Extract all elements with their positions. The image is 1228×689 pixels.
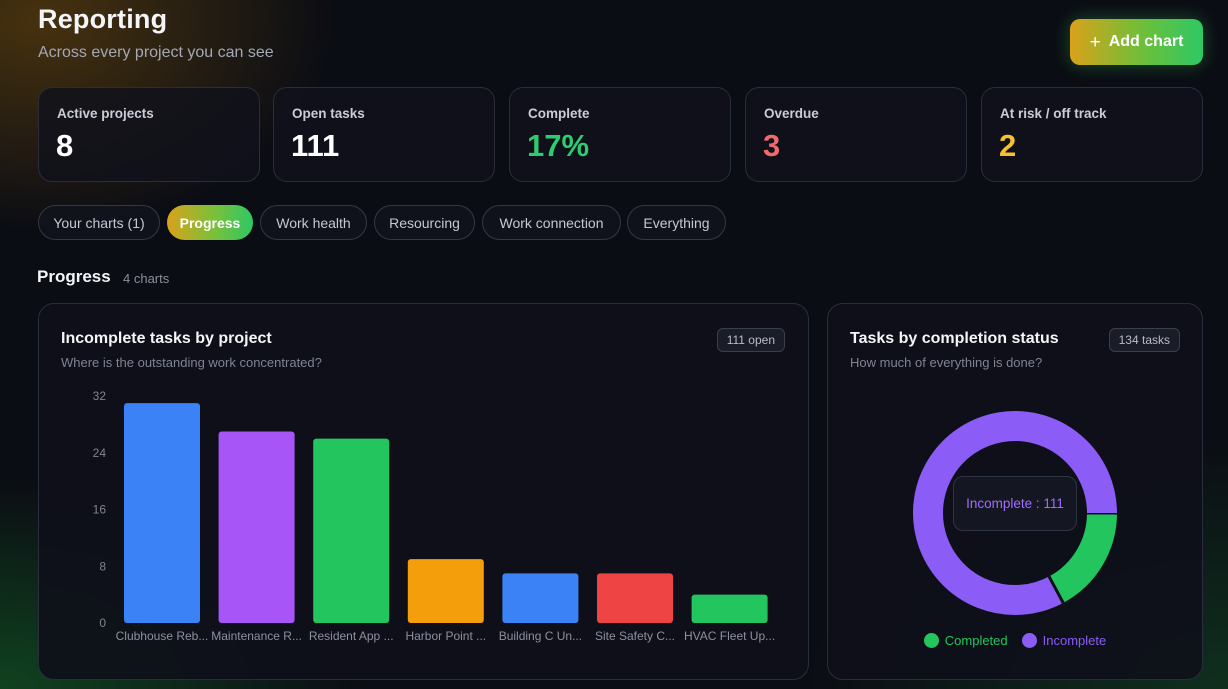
bar[interactable] xyxy=(218,431,295,623)
x-tick-label: Site Safety C... xyxy=(595,629,675,643)
tab-work-health[interactable]: Work health xyxy=(260,205,367,240)
stat-card-complete: Complete 17% xyxy=(509,87,731,182)
slice-separator xyxy=(1047,575,1065,604)
bar-chart-card: Incomplete tasks by project Where is the… xyxy=(38,303,809,680)
x-tick-label: Harbor Point ... xyxy=(405,629,486,643)
stat-value: 111 xyxy=(291,128,340,163)
stat-label: At risk / off track xyxy=(1000,106,1107,121)
chart-title: Incomplete tasks by project xyxy=(61,330,272,347)
legend-swatch-incomplete xyxy=(1021,633,1037,648)
tab-your-charts[interactable]: Your charts (1) xyxy=(38,205,160,240)
bar[interactable] xyxy=(691,594,768,623)
x-tick-label: Maintenance R... xyxy=(211,629,302,643)
chart-subtitle: Where is the outstanding work concentrat… xyxy=(61,355,322,370)
page-title: Reporting xyxy=(38,4,168,34)
section-count: 4 charts xyxy=(123,271,170,286)
y-tick-label: 8 xyxy=(99,559,106,573)
legend-label: Completed xyxy=(944,633,1008,648)
bar[interactable] xyxy=(597,573,673,623)
legend-item-completed[interactable]: Completed xyxy=(923,633,1008,648)
legend-item-incomplete[interactable]: Incomplete xyxy=(1021,633,1107,648)
bar[interactable] xyxy=(502,573,579,623)
legend-label: Incomplete xyxy=(1042,633,1107,648)
tab-everything[interactable]: Everything xyxy=(627,205,726,240)
section-title: Progress xyxy=(37,267,111,286)
x-tick-label: Clubhouse Reb... xyxy=(116,629,209,643)
x-tick-label: Resident App ... xyxy=(309,629,394,643)
stat-label: Open tasks xyxy=(292,106,365,121)
open-count-badge: 111 open xyxy=(716,328,785,352)
chart-subtitle: How much of everything is done? xyxy=(850,355,1043,370)
stat-label: Active projects xyxy=(57,106,154,121)
bar[interactable] xyxy=(124,403,200,623)
y-tick-label: 24 xyxy=(93,446,107,460)
page-subtitle: Across every project you can see xyxy=(38,44,274,61)
tab-work-connection[interactable]: Work connection xyxy=(482,205,621,240)
stat-card-open-tasks: Open tasks 111 xyxy=(273,87,495,182)
x-tick-label: Building C Un... xyxy=(499,629,582,643)
donut-slice-completed[interactable] xyxy=(1048,512,1117,603)
chart-tooltip: Incomplete : 111 xyxy=(953,476,1077,531)
tab-resourcing[interactable]: Resourcing xyxy=(374,205,475,240)
stat-card-at-risk: At risk / off track 2 xyxy=(981,87,1203,182)
bar[interactable] xyxy=(313,438,390,623)
stat-value: 8 xyxy=(56,128,74,163)
stat-card-overdue: Overdue 3 xyxy=(745,87,967,182)
add-chart-button[interactable]: + Add chart xyxy=(1070,19,1203,65)
x-tick-label: HVAC Fleet Up... xyxy=(684,629,775,643)
bar[interactable] xyxy=(407,559,484,623)
stat-label: Complete xyxy=(528,106,590,121)
donut-chart xyxy=(913,411,1117,615)
stat-value: 2 xyxy=(999,128,1017,163)
y-tick-label: 0 xyxy=(99,616,106,630)
stat-label: Overdue xyxy=(764,106,819,121)
plus-icon: + xyxy=(1089,31,1101,53)
add-chart-label: Add chart xyxy=(1108,33,1184,50)
stat-value: 3 xyxy=(763,128,781,163)
stat-card-active-projects: Active projects 8 xyxy=(38,87,260,182)
chart-title: Tasks by completion status xyxy=(850,330,1059,347)
legend-swatch-completed xyxy=(923,633,939,648)
bar-chart: 0 8 16 24 32 Clubhouse Reb... Maintenance R...… xyxy=(93,389,776,643)
donut-chart-card: Tasks by completion status How much of e… xyxy=(827,303,1203,680)
donut-slice-incomplete[interactable] xyxy=(913,411,1117,615)
task-count-badge: 134 tasks xyxy=(1108,328,1180,352)
y-tick-label: 16 xyxy=(93,503,107,517)
y-tick-label: 32 xyxy=(93,389,107,403)
stat-value: 17% xyxy=(527,128,590,163)
tab-progress[interactable]: Progress xyxy=(167,205,253,240)
chart-legend: Completed Incomplete xyxy=(828,633,1202,648)
